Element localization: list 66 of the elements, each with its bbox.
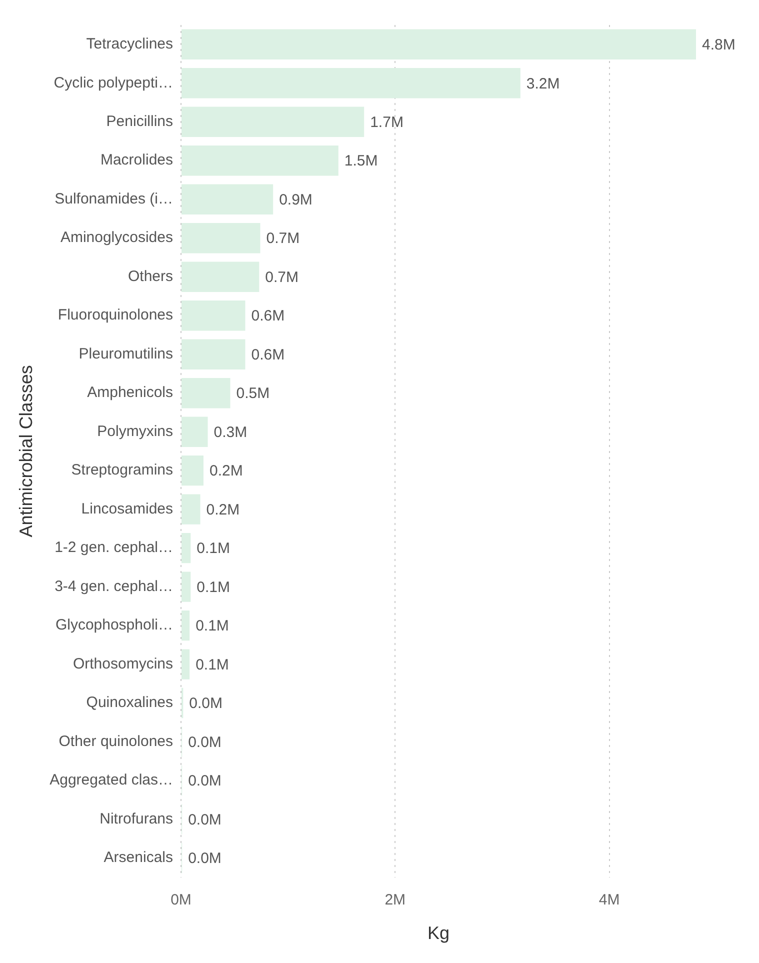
data-label: 1.5M: [344, 152, 378, 170]
data-label: 0.1M: [196, 618, 229, 635]
data-label: 1.7M: [370, 114, 404, 132]
y-tick-label: Amphenicols: [87, 384, 174, 402]
data-label: 0.0M: [188, 734, 222, 751]
y-tick-label: Glycophospholi…: [55, 616, 174, 634]
y-tick-label: Penicillins: [106, 113, 174, 130]
data-label: 0.1M: [196, 578, 230, 596]
data-label: 0.1M: [196, 540, 230, 558]
y-tick-label: Arsenicals: [104, 849, 174, 866]
data-label: 4.8M: [702, 36, 736, 54]
bar: [182, 222, 260, 254]
y-tick-label: Cyclic polypepti…: [54, 74, 174, 92]
y-tick-label: Aminoglycosides: [60, 229, 174, 246]
bar: [182, 184, 274, 214]
data-label: 0.7M: [266, 230, 300, 248]
bar: [182, 610, 190, 641]
bar: [182, 494, 200, 524]
bar: [182, 649, 190, 680]
data-label: 0.0M: [188, 850, 222, 868]
y-tick-label: Streptogramins: [71, 462, 174, 479]
y-tick-label: Nitrofurans: [100, 810, 174, 828]
bar: [182, 262, 260, 292]
bar: [182, 378, 230, 408]
bar: [182, 68, 520, 98]
bar: [182, 455, 204, 486]
y-tick-label: Aggregated clas…: [50, 772, 174, 789]
y-tick-label: Others: [128, 268, 174, 285]
data-label: 0.3M: [214, 424, 248, 441]
bar: [182, 339, 246, 370]
y-tick-label: Lincosamides: [81, 500, 174, 518]
y-tick-label: Macrolides: [100, 152, 174, 169]
y-tick-label: 3-4 gen. cephal…: [54, 578, 174, 595]
data-label: 0.6M: [251, 346, 285, 364]
x-tick-label: 2M: [384, 892, 406, 909]
bar: [182, 29, 696, 60]
bar: [182, 146, 338, 176]
y-tick-label: Other quinolones: [58, 732, 174, 750]
y-tick-label: Tetracyclines: [86, 36, 174, 53]
data-label: 0.0M: [189, 695, 223, 712]
data-label: 0.0M: [188, 811, 222, 828]
data-label: 0.0M: [188, 772, 222, 790]
x-tick-label: 0M: [170, 892, 192, 909]
bar: [182, 572, 191, 602]
y-tick-label: 1-2 gen. cephal…: [54, 539, 174, 556]
y-axis-title: Antimicrobial Classes: [16, 365, 36, 538]
x-tick-label: 4M: [598, 892, 620, 909]
data-label: 0.5M: [236, 385, 270, 402]
y-tick-label: Orthosomycins: [72, 655, 174, 672]
y-tick-label: Polymyxins: [97, 422, 174, 440]
data-label: 0.7M: [265, 268, 299, 286]
bar: [182, 532, 191, 564]
data-label: 3.2M: [526, 75, 560, 92]
y-tick-label: Fluoroquinolones: [58, 306, 174, 324]
y-tick-label: Pleuromutilins: [78, 345, 174, 362]
bar: [182, 106, 364, 137]
data-label: 0.2M: [209, 462, 243, 480]
y-tick-label: Sulfonamides (i…: [54, 190, 174, 208]
bar: [182, 300, 246, 331]
bar: [182, 416, 208, 447]
data-label: 0.2M: [206, 501, 240, 518]
data-label: 0.6M: [251, 308, 285, 325]
data-label: 0.1M: [196, 656, 229, 674]
x-axis-title: Kg: [427, 923, 450, 944]
y-tick-label: Quinoxalines: [86, 694, 174, 712]
data-label: 0.9M: [279, 191, 312, 208]
